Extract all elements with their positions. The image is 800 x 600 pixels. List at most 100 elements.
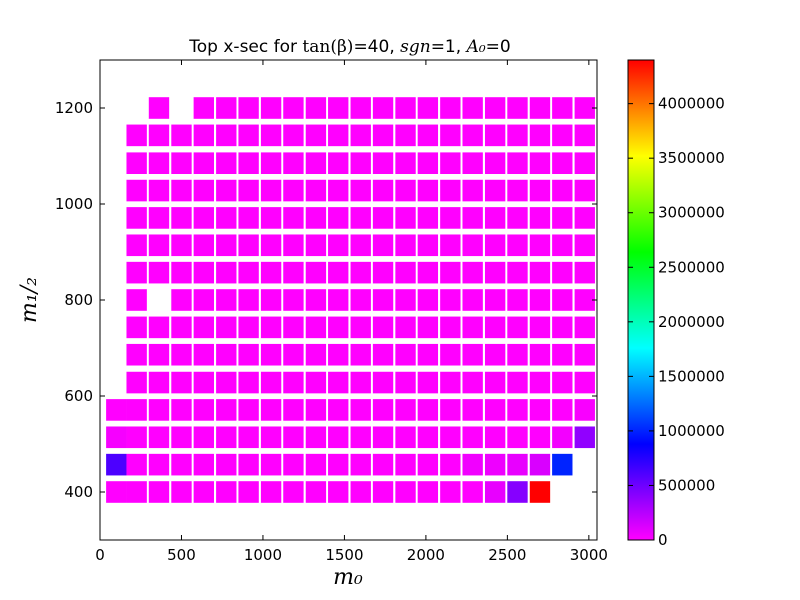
- heatmap-cell: [507, 426, 528, 449]
- heatmap-cell: [126, 481, 147, 503]
- heatmap-cell: [171, 261, 192, 284]
- heatmap-cell: [238, 399, 259, 421]
- heatmap-cell: [507, 179, 528, 202]
- y-tick-label: 400: [64, 483, 93, 501]
- x-tick-label: 0: [95, 546, 105, 564]
- heatmap-cell: [417, 481, 439, 503]
- heatmap-cell: [440, 316, 461, 339]
- heatmap-cell: [305, 453, 327, 476]
- heatmap-cell: [529, 207, 551, 229]
- heatmap-cell: [484, 207, 506, 229]
- heatmap-cell: [305, 179, 327, 202]
- heatmap-cell: [283, 261, 304, 284]
- heatmap-cell: [484, 481, 506, 503]
- heatmap-cell: [462, 453, 483, 476]
- heatmap-cell: [507, 316, 528, 339]
- heatmap-cell: [417, 399, 439, 421]
- heatmap-cell: [395, 152, 416, 174]
- heatmap-cell: [260, 426, 282, 449]
- heatmap-cell: [193, 207, 214, 229]
- heatmap-cell: [350, 152, 371, 174]
- heatmap-cell: [529, 179, 551, 202]
- heatmap-cell: [529, 399, 551, 421]
- heatmap-cell: [305, 343, 327, 366]
- heatmap-cell: [260, 261, 282, 284]
- heatmap-cell: [462, 152, 483, 174]
- heatmap-cell: [462, 316, 483, 339]
- heatmap-cell: [484, 426, 506, 449]
- colorbar-tick-label: 2500000: [658, 258, 725, 276]
- heatmap-cell: [283, 152, 304, 174]
- heatmap-cell: [484, 399, 506, 421]
- heatmap-cell: [305, 261, 327, 284]
- heatmap-cell: [148, 426, 170, 449]
- heatmap-cell: [148, 261, 170, 284]
- heatmap-cell: [238, 152, 259, 174]
- heatmap-cell: [462, 399, 483, 421]
- heatmap-cell: [216, 371, 237, 394]
- heatmap-cell: [507, 124, 528, 147]
- heatmap-cell: [484, 152, 506, 174]
- heatmap-cell: [305, 207, 327, 229]
- heatmap-cell: [328, 97, 349, 119]
- heatmap-cell: [574, 261, 595, 284]
- heatmap-cell: [372, 343, 394, 366]
- heatmap-cell: [106, 426, 127, 449]
- heatmap-cell: [126, 289, 147, 311]
- heatmap-cell: [395, 97, 416, 119]
- heatmap-cell: [328, 152, 349, 174]
- heatmap-cell: [193, 453, 214, 476]
- heatmap-cell: [305, 371, 327, 394]
- heatmap-cell: [106, 399, 127, 421]
- heatmap-cell: [372, 124, 394, 147]
- heatmap-cell: [283, 124, 304, 147]
- heatmap-cell: [216, 152, 237, 174]
- heatmap-cell: [417, 152, 439, 174]
- heatmap-cell: [238, 234, 259, 257]
- heatmap-cell: [440, 399, 461, 421]
- x-tick-label: 500: [167, 546, 196, 564]
- colorbar-tick-label: 3000000: [658, 204, 725, 222]
- heatmap-cell: [171, 399, 192, 421]
- heatmap-cell: [574, 124, 595, 147]
- heatmap-cell: [126, 124, 147, 147]
- heatmap-cell: [171, 124, 192, 147]
- heatmap-cell: [216, 234, 237, 257]
- heatmap-cell: [574, 426, 595, 449]
- heatmap-cell: [260, 124, 282, 147]
- heatmap-cell: [440, 152, 461, 174]
- heatmap-cell: [372, 97, 394, 119]
- heatmap-cell: [552, 453, 573, 476]
- heatmap-cell: [193, 124, 214, 147]
- heatmap-cell: [328, 261, 349, 284]
- heatmap-cell: [529, 152, 551, 174]
- heatmap-cell: [417, 124, 439, 147]
- x-axis-ticks: 0 500 1000 1500 2000 2500 3000: [95, 60, 608, 564]
- x-tick-label: 2500: [488, 546, 526, 564]
- heatmap-cell: [395, 261, 416, 284]
- heatmap-cell: [328, 481, 349, 503]
- heatmap-cell: [440, 481, 461, 503]
- colorbar-tick-label: 0: [658, 531, 668, 549]
- heatmap-cell: [260, 207, 282, 229]
- heatmap-cell: [126, 426, 147, 449]
- heatmap-cell: [484, 371, 506, 394]
- heatmap-cell: [462, 289, 483, 311]
- heatmap-cell: [171, 179, 192, 202]
- heatmap-cell: [507, 399, 528, 421]
- heatmap-cell: [260, 289, 282, 311]
- heatmap-cell: [148, 316, 170, 339]
- heatmap-cell: [106, 453, 127, 476]
- heatmap-cell: [283, 481, 304, 503]
- heatmap-cell: [484, 97, 506, 119]
- heatmap-cell: [328, 207, 349, 229]
- heatmap-cell: [372, 316, 394, 339]
- heatmap-cell: [507, 481, 528, 503]
- heatmap-cell: [216, 179, 237, 202]
- heatmap-cell: [372, 261, 394, 284]
- heatmap-cell: [440, 179, 461, 202]
- heatmap-cell: [283, 316, 304, 339]
- heatmap-cell: [283, 179, 304, 202]
